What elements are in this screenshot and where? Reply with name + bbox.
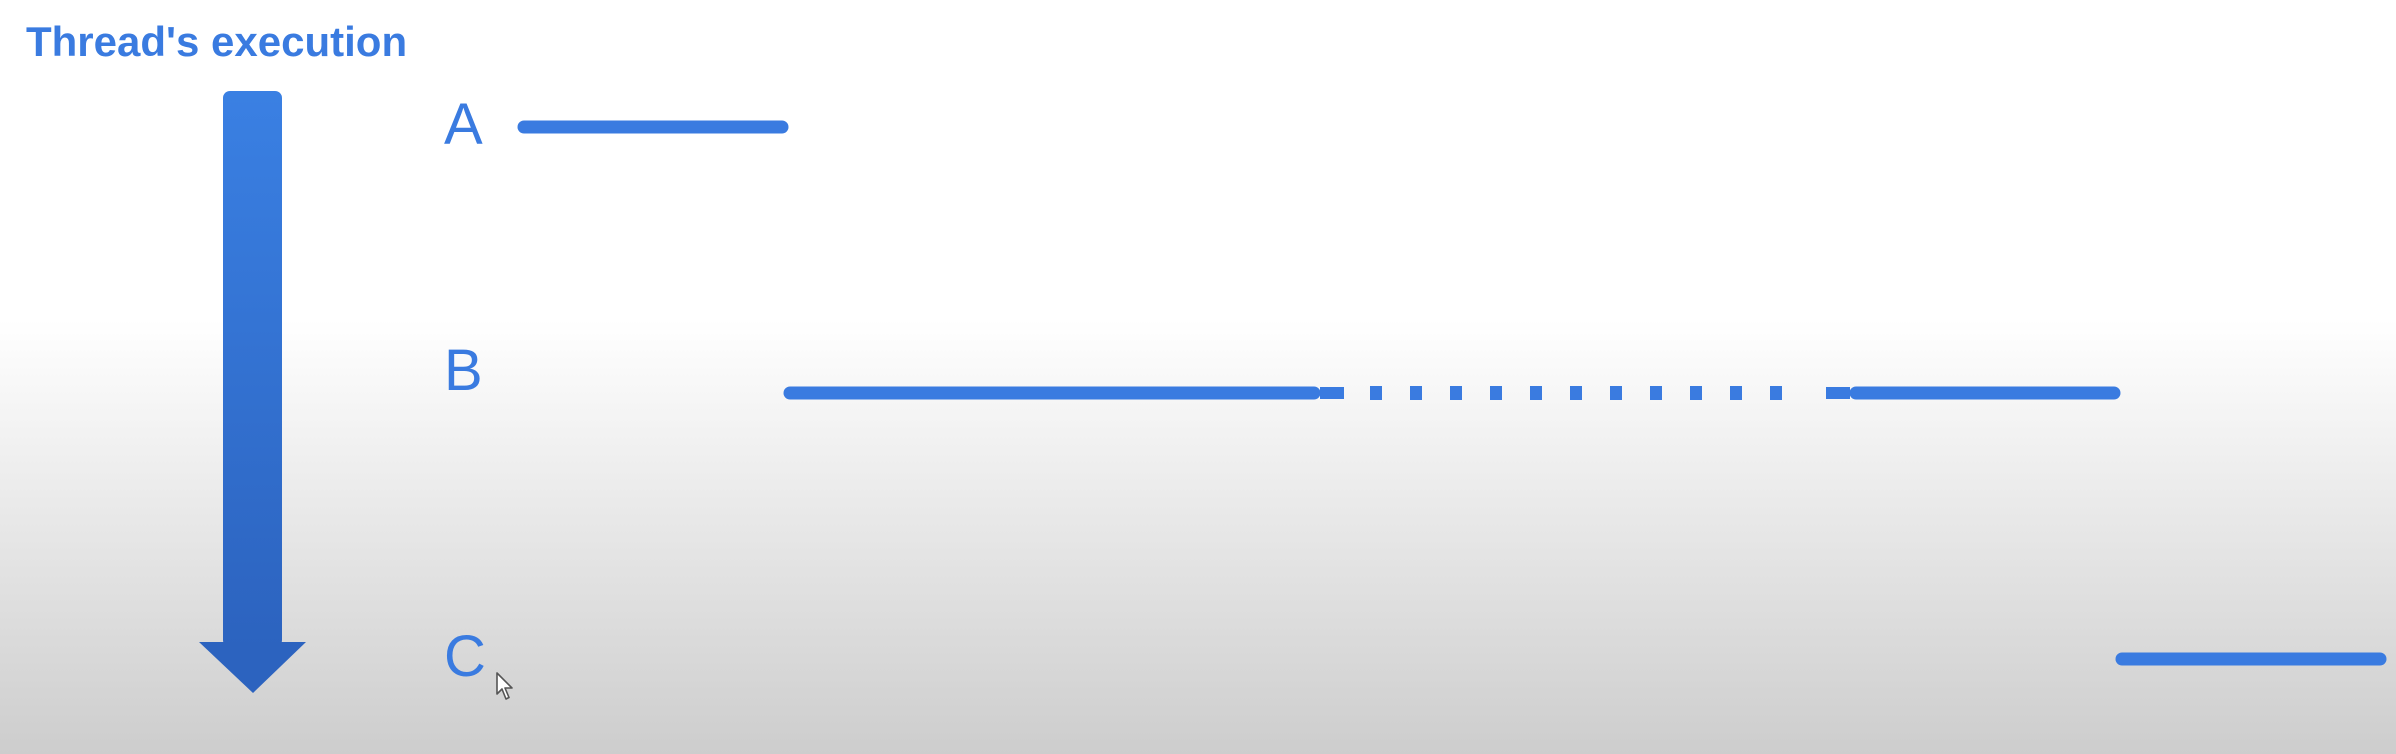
- thread-label-a: A: [444, 92, 483, 157]
- wait-dash: [1690, 386, 1702, 400]
- down-arrow-icon: [199, 91, 306, 693]
- wait-dash: [1570, 386, 1582, 400]
- wait-dash: [1370, 386, 1382, 400]
- wait-dash: [1530, 386, 1542, 400]
- wait-dash: [1450, 386, 1462, 400]
- wait-dash: [1610, 386, 1622, 400]
- arrow-shaft: [223, 91, 282, 647]
- wait-dash: [1770, 386, 1782, 400]
- wait-dash: [1410, 386, 1422, 400]
- thread-label-b: B: [444, 338, 483, 403]
- wait-dash: [1826, 387, 1850, 399]
- thread-label-c: C: [444, 624, 486, 689]
- thread-b-waiting-segment: [1320, 386, 1850, 400]
- diagram-title: Thread's execution: [26, 18, 408, 65]
- wait-dash: [1650, 386, 1662, 400]
- arrow-head: [199, 642, 306, 693]
- wait-dash: [1490, 386, 1502, 400]
- wait-dash: [1320, 387, 1344, 399]
- mouse-pointer-icon: [496, 672, 513, 700]
- wait-dash: [1730, 386, 1742, 400]
